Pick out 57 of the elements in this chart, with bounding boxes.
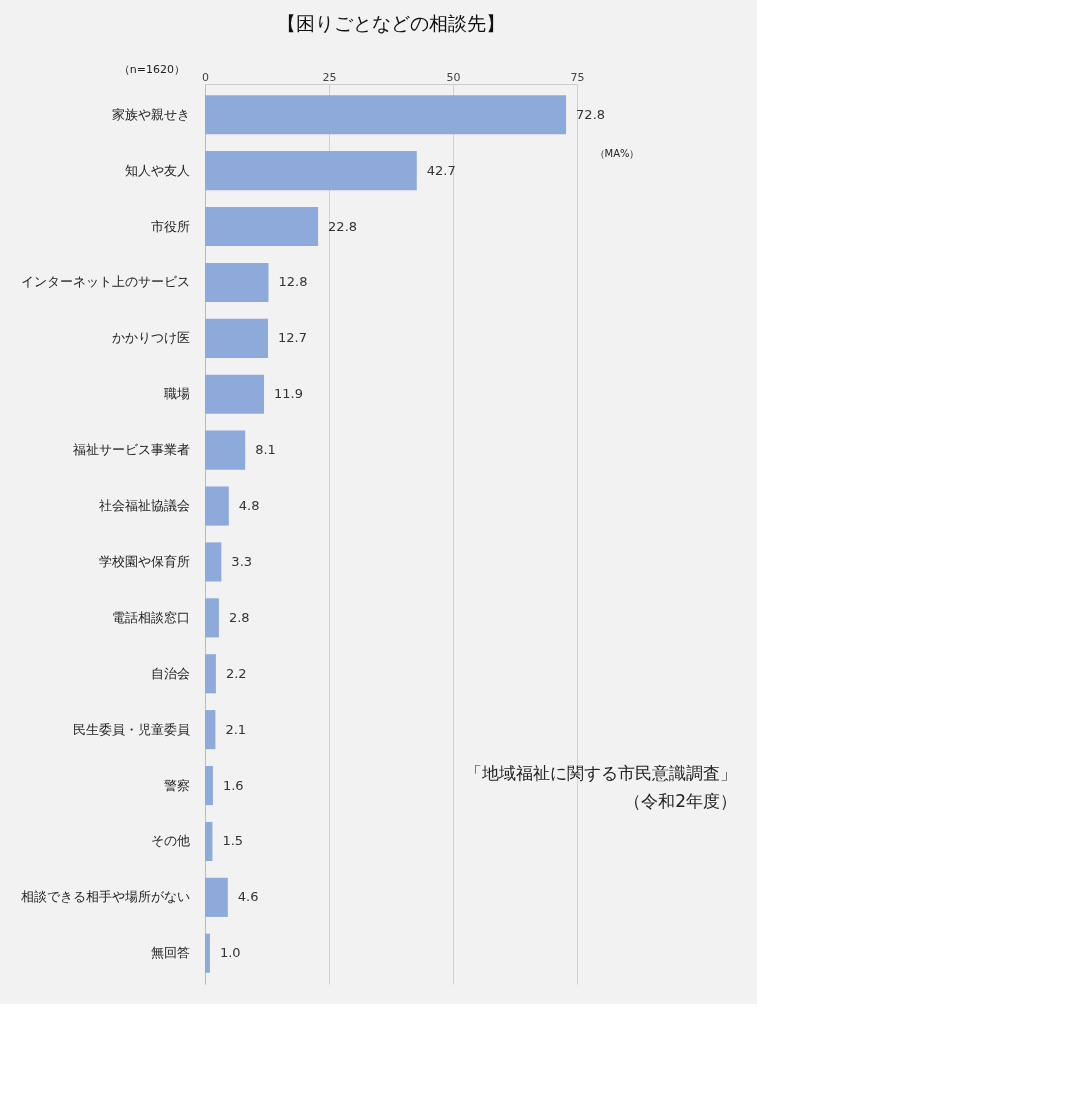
annotation: 「地域福祉に関する市民意識調査」	[465, 763, 737, 783]
x-tick-label: 0	[202, 70, 209, 84]
data-label: 1.0	[219, 945, 241, 961]
bar	[205, 821, 213, 862]
text: （MA%）	[594, 148, 640, 159]
bar	[205, 374, 265, 414]
bar	[205, 542, 222, 582]
bar	[205, 598, 219, 638]
y-tick-label: その他	[150, 833, 190, 849]
y-tick-label: 警察	[163, 777, 190, 793]
data-label: 22.8	[328, 218, 358, 234]
data-label: 12.8	[278, 274, 308, 290]
bar	[205, 765, 213, 806]
y-tick-label: 電話相談窓口	[111, 609, 190, 625]
bar	[205, 95, 567, 135]
y-tick-label: 社会福祉協議会	[98, 498, 190, 514]
x-tick-label: 75	[570, 70, 585, 84]
data-label: 2.2	[225, 665, 247, 681]
y-tick-label: 学校園や保育所	[98, 553, 190, 569]
bar	[205, 206, 319, 247]
y-tick-label: 相談できる相手や場所がない	[20, 889, 190, 905]
bar	[205, 318, 268, 358]
data-label: 42.7	[426, 162, 456, 178]
bar	[205, 654, 216, 694]
y-tick-label: 福祉サービス事業者	[72, 442, 190, 458]
y-tick-label: 家族や親せき	[111, 106, 190, 122]
y-tick-label: 市役所	[150, 218, 190, 234]
data-label: 1.6	[222, 777, 244, 793]
x-tick-label: 50	[446, 70, 461, 84]
x-tick-label: 25	[322, 70, 337, 84]
text: （n=1620）	[118, 63, 185, 76]
y-tick-label: 民生委員・児童委員	[72, 721, 190, 737]
data-label: 12.7	[277, 330, 307, 346]
bar	[205, 430, 246, 470]
y-tick-label: かかりつけ医	[111, 330, 190, 346]
y-tick-label: 知人や友人	[124, 162, 190, 178]
bar	[205, 262, 269, 303]
data-label: 2.8	[228, 609, 250, 625]
data-label: 11.9	[274, 386, 303, 402]
y-tick-label: 自治会	[150, 665, 190, 681]
y-tick-label: インターネット上のサービス	[20, 274, 190, 290]
bar	[205, 933, 210, 973]
y-tick-label: 職場	[163, 386, 190, 402]
data-label: 3.3	[231, 553, 253, 569]
data-label: 4.8	[238, 498, 260, 514]
bar	[205, 486, 229, 526]
data-label: 1.5	[222, 833, 244, 849]
bar	[205, 151, 417, 191]
data-label: 8.1	[255, 442, 276, 458]
bar	[205, 710, 216, 750]
y-tick-label: 無回答	[150, 945, 190, 961]
text: （令和2年度）	[624, 791, 737, 811]
data-label: 2.1	[225, 721, 247, 737]
data-label: 72.8	[576, 106, 606, 122]
chart-title: 【困りごとなどの相談先】	[277, 12, 505, 34]
data-label: 4.6	[237, 889, 259, 905]
bar	[205, 877, 228, 917]
